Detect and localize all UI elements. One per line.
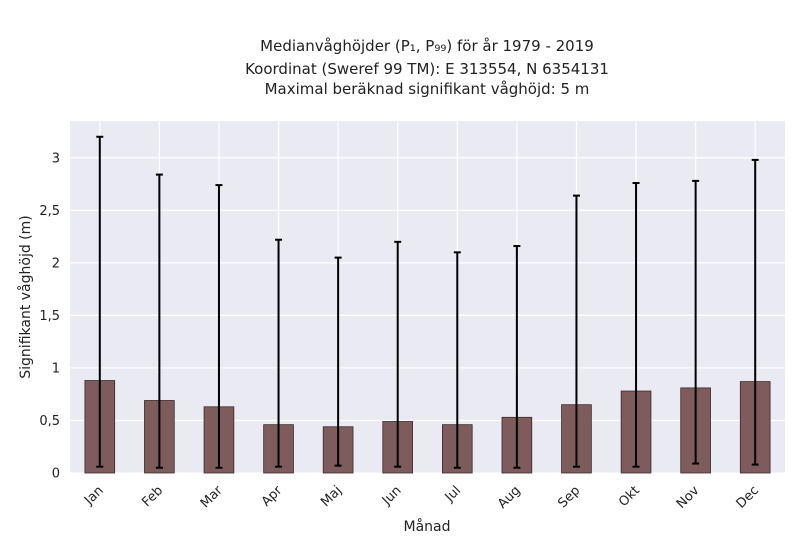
x-tick-label-feb: Feb [139,483,166,510]
y-axis-label: Signifikant våghöjd (m) [17,215,34,378]
x-tick-label-nov: Nov [674,483,703,512]
error-bar-maj [334,256,342,467]
error-bar-dec [751,158,759,466]
x-tick-label-maj: Maj [318,483,345,510]
chart-title-line-2: Koordinat (Sweref 99 TM): E 313554, N 63… [245,60,609,78]
x-tick-label-aug: Aug [495,483,524,512]
x-axis-ticks: Jan Feb Mar Apr Maj Jun Jul Aug Sep Okt Nov Dec [81,483,762,512]
y-axis-ticks: 0 0,5 1 1,5 2 2,5 3 [39,151,60,481]
y-tick-label: 0,5 [39,414,60,429]
y-tick-label: 3 [52,151,60,166]
y-tick-label: 2 [52,256,60,271]
x-tick-label-apr: Apr [259,483,286,510]
plot-area [70,121,785,473]
x-tick-label-mar: Mar [198,483,226,511]
x-tick-label-jul: Jul [442,483,464,505]
error-bar-jul [453,251,461,469]
chart-title-line-3: Maximal beräknad signifikant våghöjd: 5 … [265,80,590,98]
error-bar-sep [572,194,580,468]
error-bar-mar [215,184,223,469]
error-bar-jun [394,240,402,468]
x-tick-label-okt: Okt [616,483,643,510]
x-tick-label-sep: Sep [555,483,583,511]
x-tick-label-dec: Dec [734,483,762,511]
y-tick-label: 1 [52,361,60,376]
error-bar-aug [513,245,521,469]
error-bar-feb [155,173,163,469]
error-bars [96,135,759,469]
error-bar-okt [632,181,640,468]
error-bar-apr [275,238,283,468]
chart-title-line-1: Medianvåghöjder (P₁, P₉₉) för år 1979 - … [260,37,594,55]
y-tick-label: 0 [52,467,60,482]
chart-title: Medianvåghöjder (P₁, P₉₉) för år 1979 - … [245,37,609,98]
error-bar-nov [692,179,700,465]
error-bar-jan [96,135,104,468]
y-tick-label: 2,5 [39,204,60,219]
y-tick-label: 1,5 [39,309,60,324]
x-tick-label-jan: Jan [81,483,106,508]
x-axis-label: Månad [404,518,451,535]
x-tick-label-jun: Jun [379,483,405,509]
